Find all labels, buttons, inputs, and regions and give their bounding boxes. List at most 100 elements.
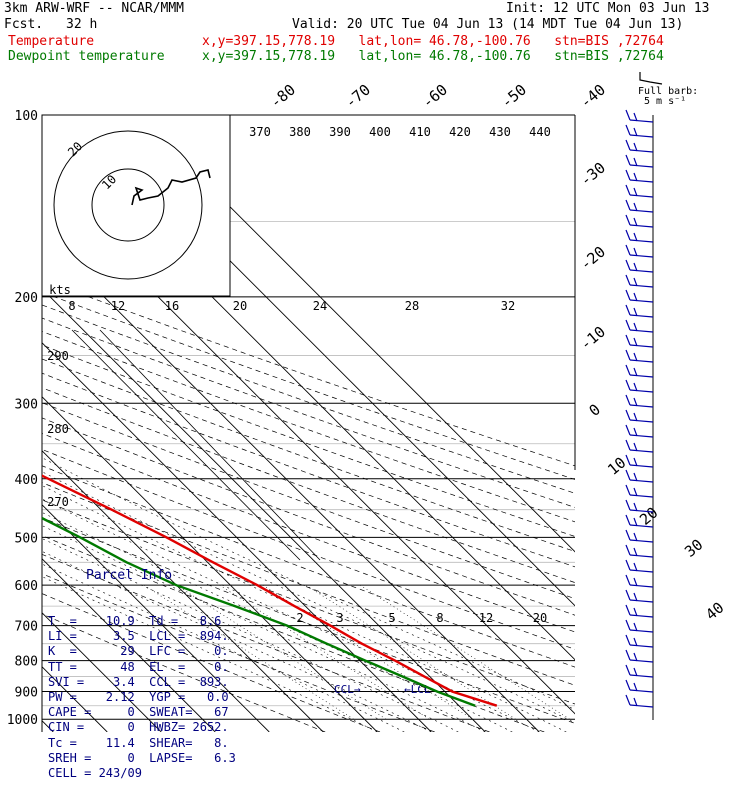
isotherm-label: 30 bbox=[681, 535, 706, 560]
isotherm-label: -40 bbox=[577, 81, 609, 112]
wind-barb bbox=[625, 559, 654, 573]
hodo-direction-label: 270 bbox=[47, 495, 69, 509]
ccl-label: CCL→ bbox=[334, 683, 361, 696]
pressure-tick-label: 1000 bbox=[7, 713, 38, 728]
wind-barb bbox=[625, 244, 654, 258]
mixing-ratio-line bbox=[143, 584, 354, 720]
parcel-info-rows: T = 10.9 Td = 8.6 LI = 3.5 LCL = 894. K = … bbox=[48, 614, 236, 781]
isotherm-label: 0 bbox=[586, 400, 604, 420]
theta-label: 380 bbox=[289, 125, 311, 139]
pressure-tick-label: 300 bbox=[15, 397, 38, 412]
wind-barb bbox=[625, 484, 654, 498]
pressure-tick-label: 700 bbox=[15, 620, 38, 635]
hodo-speed-tick: 20 bbox=[233, 299, 247, 313]
parcel-info-row: PW = 2.12 YGP = 0.0 bbox=[48, 690, 229, 705]
hodo-speed-tick: 32 bbox=[501, 299, 515, 313]
barb-legend-icon bbox=[639, 72, 663, 85]
wind-barb bbox=[625, 544, 654, 558]
dry-adiabat-line bbox=[42, 417, 575, 616]
wind-barb bbox=[625, 154, 654, 168]
wind-barb bbox=[625, 574, 654, 588]
parcel-info-row: SVI = 3.4 CCL = 893. bbox=[48, 674, 229, 689]
wind-barb bbox=[625, 589, 654, 603]
theta-label: 430 bbox=[489, 125, 511, 139]
isotherm-label: -60 bbox=[419, 81, 451, 112]
mixing-ratio-line bbox=[219, 584, 430, 720]
hodo-speed-line bbox=[99, 329, 321, 561]
mixing-ratio-line bbox=[305, 584, 516, 720]
mixing-ratio-line bbox=[359, 584, 570, 720]
wind-barb bbox=[625, 334, 654, 348]
isotherm-label: 40 bbox=[702, 598, 727, 623]
barb-legend-title: Full barb: bbox=[638, 86, 698, 97]
mixing-ratio-line bbox=[262, 584, 473, 720]
hodo-speed-tick: 8 bbox=[68, 299, 75, 313]
wind-barb bbox=[625, 364, 654, 378]
dewpoint-legend: Dewpoint temperature bbox=[8, 49, 165, 64]
dry-adiabat-line bbox=[42, 573, 435, 732]
mixing-ratio-label: 2 bbox=[296, 611, 303, 625]
hodo-speed-tick: 28 bbox=[405, 299, 419, 313]
isotherm-label: -30 bbox=[577, 159, 609, 190]
hodo-speed-tick: 24 bbox=[313, 299, 327, 313]
mixing-ratio-label: 5 bbox=[388, 611, 395, 625]
dry-adiabat-line bbox=[42, 449, 575, 650]
dry-adiabat-line bbox=[42, 344, 575, 537]
mixing-ratio-label: 12 bbox=[479, 611, 493, 625]
hodo-speed-line bbox=[71, 329, 301, 561]
model-title: 3km ARW-WRF -- NCAR/MMM bbox=[4, 1, 185, 16]
hodo-speed-tick: 12 bbox=[111, 299, 125, 313]
parcel-info-title: Parcel Info bbox=[86, 568, 173, 584]
dewpoint-profile bbox=[42, 516, 476, 707]
pressure-tick-label: 100 bbox=[15, 109, 38, 124]
forecast-label: Fcst. bbox=[4, 17, 44, 32]
theta-label: 440 bbox=[529, 125, 551, 139]
wind-barb bbox=[625, 349, 654, 363]
parcel-info-row: K = 29 LFC = 0. bbox=[48, 644, 229, 659]
pressure-tick-label: 800 bbox=[15, 655, 38, 670]
theta-label: 370 bbox=[249, 125, 271, 139]
isotherm-label: -20 bbox=[577, 243, 609, 274]
parcel-info-panel: Parcel Info T = 10.9 Td = 8.6 LI = 3.5 LC… bbox=[48, 538, 236, 796]
hodo-speed-tick: 16 bbox=[165, 299, 179, 313]
wind-barb bbox=[625, 169, 654, 183]
mixing-ratio-label: 20 bbox=[533, 611, 547, 625]
hodo-direction-label: 280 bbox=[47, 422, 69, 436]
dry-adiabat-line bbox=[42, 358, 575, 552]
isotherm-line bbox=[42, 504, 270, 732]
hodograph-box bbox=[41, 114, 231, 297]
parcel-info-row: TT = 48 EL = 0. bbox=[48, 659, 229, 674]
temperature-location: x,y=397.15,778.19 lat,lon= 46.78,-100.76… bbox=[202, 34, 664, 49]
wind-barb bbox=[625, 259, 654, 273]
isotherm-label: 10 bbox=[604, 453, 629, 478]
wind-barb bbox=[625, 379, 654, 393]
parcel-info-row: CAPE = 0 SWEAT= 67 bbox=[48, 705, 229, 720]
dry-adiabat-line bbox=[42, 465, 575, 668]
isotherm-label: -80 bbox=[267, 81, 299, 112]
parcel-info-row: CELL = 243/09 bbox=[48, 766, 142, 781]
hodo-direction-label: 290 bbox=[47, 349, 69, 363]
forecast-hour: 32 h bbox=[66, 17, 98, 32]
wind-barb bbox=[625, 424, 654, 438]
wind-barb bbox=[625, 289, 654, 303]
isotherm-label: -70 bbox=[342, 81, 374, 112]
theta-label: 420 bbox=[449, 125, 471, 139]
dry-adiabat-line bbox=[42, 499, 575, 705]
dry-adiabat-line bbox=[42, 553, 490, 732]
isotherm-line bbox=[42, 558, 216, 732]
wind-barb bbox=[625, 124, 654, 138]
valid-time: Valid: 20 UTC Tue 04 Jun 13 (14 MDT Tue … bbox=[292, 17, 684, 32]
theta-label: 410 bbox=[409, 125, 431, 139]
wind-barb bbox=[625, 304, 654, 318]
init-time: Init: 12 UTC Mon 03 Jun 13 bbox=[506, 1, 710, 16]
wind-barb bbox=[625, 469, 654, 483]
dry-adiabat-line bbox=[42, 433, 575, 633]
pressure-tick-label: 600 bbox=[15, 579, 38, 594]
parcel-info-row: CIN = 0 HWBZ= 2652. bbox=[48, 720, 229, 735]
isotherm-line bbox=[42, 288, 486, 732]
pressure-tick-label: 200 bbox=[15, 291, 38, 306]
wind-barb bbox=[625, 679, 654, 693]
temperature-profile bbox=[42, 474, 498, 707]
isotherm-label: -10 bbox=[577, 323, 609, 354]
